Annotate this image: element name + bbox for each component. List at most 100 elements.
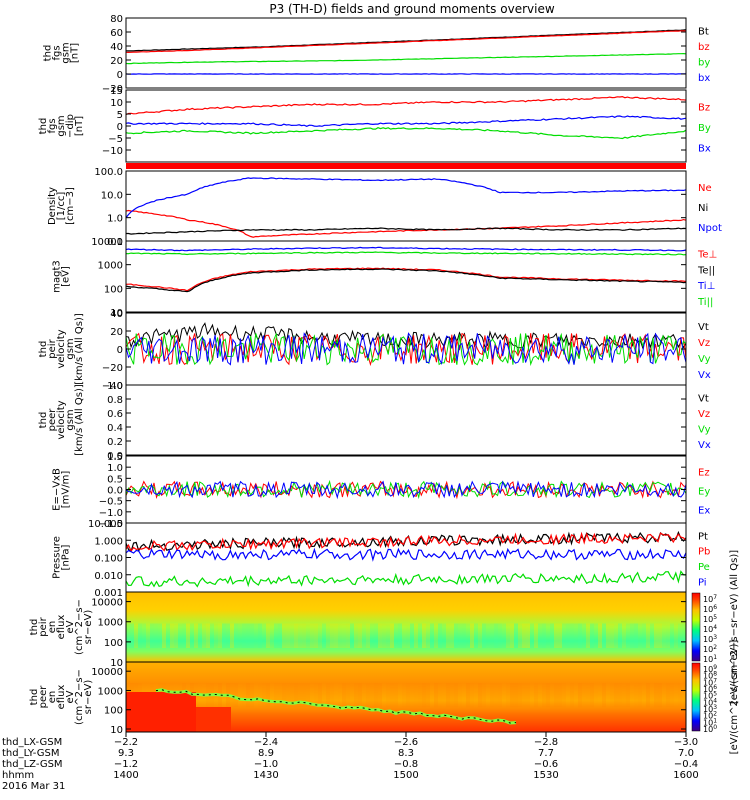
y-axis-label: −dip	[65, 114, 76, 138]
spectrogram-texture-strip	[662, 623, 666, 648]
spectrogram-texture-strip	[402, 623, 406, 648]
y-axis-label: [cm−3]	[65, 187, 76, 225]
spectrogram-texture-strip	[546, 683, 550, 708]
spectrogram-texture-strip	[582, 683, 586, 708]
panel-6: Vt Vz Vy Vx 1.0 0.8 0.6 0.4 0.2 0.0 thdpeervelocit…	[38, 381, 711, 462]
spectrogram-texture-strip	[654, 623, 658, 648]
spectrogram-trace-dots	[155, 689, 517, 724]
y-tick-label: 10.000	[88, 519, 123, 530]
series-line-Pe	[125, 570, 687, 588]
spectrogram-texture-strip	[566, 623, 570, 648]
spectrogram-texture-strip	[458, 623, 462, 648]
spectrogram-texture-strip	[674, 623, 678, 648]
spectrogram-texture-strip	[262, 683, 266, 708]
spectrogram-texture-strip	[610, 623, 614, 648]
spectrogram-texture-strip	[446, 623, 450, 648]
spectrogram-hot-region	[126, 692, 196, 732]
x-row-value: −2.6	[394, 737, 418, 748]
y-tick-label: 10.0	[101, 190, 123, 201]
series-line-Vx	[125, 332, 687, 366]
y-tick-label: −20	[102, 84, 123, 95]
y-axis-label: E=−VxB	[52, 468, 63, 511]
y-axis-label: gsm	[61, 42, 72, 63]
spectrogram-texture-strip	[366, 683, 370, 708]
spectrogram-texture-strip	[222, 623, 226, 648]
y-tick-label: 10000	[91, 598, 123, 609]
panel-4: Te⊥ Te|| Ti⊥ Ti|| 10000 1000 100 10 magt3[eV]	[52, 237, 718, 319]
colorbar-tick-label: 103	[703, 704, 717, 714]
spectrogram-texture-strip	[414, 623, 418, 648]
spectrogram-texture-strip	[642, 623, 646, 648]
colorbar	[691, 592, 701, 662]
panel-frame	[125, 240, 687, 313]
spectrogram-texture-strip	[242, 683, 246, 708]
spectrogram-texture-strip	[634, 623, 638, 648]
spectrogram-texture-strip	[246, 683, 250, 708]
spectrogram-texture-strip	[366, 623, 370, 648]
y-axis-label: (cm^2−s−	[74, 669, 85, 725]
spectrogram-texture-strip	[150, 623, 154, 648]
spectrogram-texture-strip	[254, 683, 258, 708]
spectrogram-texture-strip	[510, 623, 514, 648]
spectrogram-texture-strip	[658, 623, 662, 648]
spectrogram-texture-strip	[622, 683, 626, 708]
spectrogram-texture-strip	[390, 683, 394, 708]
spectrogram-texture-strip	[406, 623, 410, 648]
legend-label: Vy	[698, 425, 711, 436]
panel-7: EzEyEx1.51.00.50.0−0.5−1.0−1.5E=−VxB[mV/…	[52, 452, 711, 530]
spectrogram-texture-strip	[646, 683, 650, 708]
y-tick-label: 1.5	[107, 452, 123, 463]
x-row-value: 8.3	[398, 748, 414, 759]
y-tick-label: −20	[102, 363, 123, 374]
colorbar-tick-label: 106	[703, 684, 717, 694]
y-axis-label: en	[47, 621, 58, 634]
legend-label: Ni	[698, 203, 708, 214]
x-row-label: thd_LY-GSM	[2, 748, 59, 759]
spectrogram-texture-strip	[146, 623, 150, 648]
spectrogram-texture-strip	[230, 623, 234, 648]
y-tick-label: 10	[110, 308, 123, 319]
series-line-Te||	[125, 268, 687, 293]
spectrogram-texture-strip	[226, 623, 230, 648]
spectrogram-texture-strip	[270, 683, 274, 708]
y-axis-label: sr−eV)	[83, 680, 94, 715]
spectrogram-texture-strip	[458, 683, 462, 708]
y-axis-label: gsm	[65, 338, 76, 359]
spectrogram-texture-strip	[322, 623, 326, 648]
y-axis-label: [1/cc]	[56, 192, 67, 221]
series-line-Ey	[125, 479, 687, 500]
spectrogram-texture-strip	[650, 683, 654, 708]
spectrogram-texture-strip	[198, 623, 202, 648]
spectrogram-texture-strip	[126, 623, 130, 648]
y-tick-label: 10	[110, 725, 123, 736]
spectrogram-texture-strip	[406, 683, 410, 708]
spectrogram-texture-strip	[310, 623, 314, 648]
spectrogram-texture-strip	[370, 683, 374, 708]
legend-label: Vt	[698, 393, 709, 404]
spectrogram-texture-strip	[638, 623, 642, 648]
spectrogram-texture-strip	[470, 623, 474, 648]
y-axis-label: thd	[29, 689, 40, 706]
spectrogram-texture-strip	[474, 623, 478, 648]
y-tick-label: 0.010	[94, 571, 123, 582]
spectrogram-texture-strip	[290, 623, 294, 648]
spectrogram-texture-strip	[338, 623, 342, 648]
y-axis-label: (cm^2−s−	[74, 599, 85, 655]
spectrogram-texture-strip	[326, 623, 330, 648]
spectrogram-texture-strip	[426, 683, 430, 708]
spectrogram-texture-strip	[434, 623, 438, 648]
spectrogram-texture-strip	[466, 623, 470, 648]
spectrogram-texture-strip	[290, 683, 294, 708]
spectrogram-texture-strip	[570, 683, 574, 708]
spectrogram-texture-strip	[314, 683, 318, 708]
spectrogram-texture-strip	[238, 623, 242, 648]
spectrogram-texture-strip	[598, 623, 602, 648]
y-tick-label: 60	[110, 28, 123, 39]
spectrogram-texture-strip	[570, 623, 574, 648]
x-row-value: 1530	[533, 770, 558, 781]
spectrogram-background	[126, 592, 686, 662]
spectrogram-texture-strip	[590, 683, 594, 708]
x-row-value: 7.7	[538, 748, 554, 759]
